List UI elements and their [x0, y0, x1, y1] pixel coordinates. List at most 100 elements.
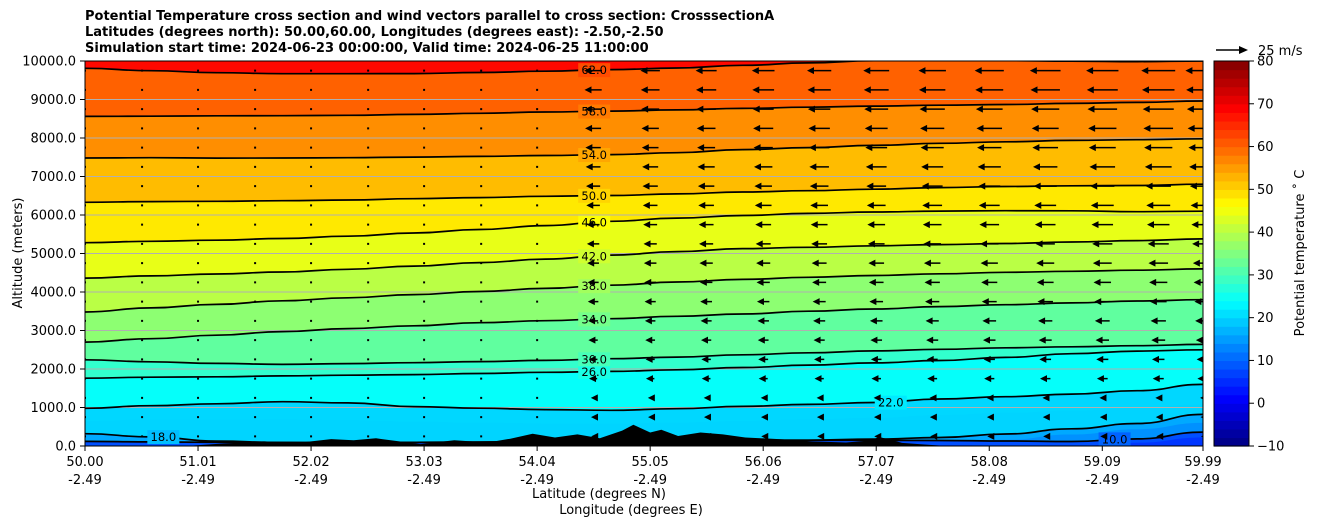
- wind-arrow-head: [1092, 240, 1100, 248]
- x-tick-longitude-1: -2.49: [181, 473, 215, 488]
- wind-arrow-head: [640, 86, 648, 94]
- wind-arrow-head: [756, 278, 764, 286]
- colorbar-segment-33: [1214, 155, 1249, 165]
- wind-arrow-head: [758, 375, 766, 383]
- wind-arrow-head: [586, 201, 594, 209]
- wind-arrow-head: [870, 336, 878, 344]
- wind-dot: [254, 300, 257, 303]
- colorbar-segment-9: [1214, 360, 1249, 370]
- wind-arrow-head: [587, 278, 595, 286]
- wind-dot: [480, 242, 483, 245]
- colorbar-segment-15: [1214, 309, 1249, 319]
- wind-arrow-head: [700, 317, 708, 325]
- wind-dot: [536, 339, 539, 342]
- colorbar-segment-1: [1214, 428, 1249, 439]
- wind-arrow-head: [584, 86, 592, 94]
- wind-dot: [536, 358, 539, 361]
- wind-arrow-head: [585, 144, 593, 152]
- wind-arrow-head: [1200, 415, 1203, 419]
- x-tick-latitude-3: 53.03: [405, 455, 442, 470]
- wind-arrow-head: [1146, 221, 1154, 229]
- wind-arrow-head: [816, 394, 824, 402]
- x-tick-longitude-9: -2.49: [1085, 473, 1119, 488]
- wind-dot: [536, 69, 539, 72]
- wind-arrow-head: [1042, 394, 1050, 402]
- contour-label-bg-54.0: [578, 148, 611, 163]
- wind-arrow-head: [809, 182, 817, 190]
- colorbar-segment-36: [1214, 129, 1249, 139]
- wind-arrow-head: [929, 394, 937, 402]
- wind-arrow-head: [808, 144, 816, 152]
- wind-arrow-head: [587, 298, 595, 306]
- wind-arrow-head: [585, 182, 593, 190]
- wind-dot: [197, 281, 200, 284]
- wind-dot: [480, 262, 483, 265]
- wind-dot: [197, 339, 200, 342]
- wind-dot: [141, 185, 144, 188]
- wind-arrow-head: [1094, 298, 1102, 306]
- wind-arrow-head: [918, 67, 926, 75]
- x-tick-longitude-2: -2.49: [294, 473, 328, 488]
- wind-dot: [367, 300, 370, 303]
- wind-dot: [367, 146, 370, 149]
- colorbar-tick-label-1: 0: [1257, 397, 1265, 412]
- wind-arrow-head: [817, 432, 825, 440]
- wind-arrow-head: [1196, 356, 1203, 363]
- wind-dot: [197, 262, 200, 265]
- colorbar-border: [1213, 60, 1250, 447]
- wind-arrow-head: [866, 182, 874, 190]
- wind-arrow-head: [814, 355, 822, 363]
- wind-dot: [254, 435, 257, 438]
- x-tick-longitude-5: -2.49: [633, 473, 667, 488]
- contour-label-42.0: 42.0: [581, 249, 607, 263]
- colorbar-segment-35: [1214, 138, 1249, 148]
- x-tick-latitude-9: 59.09: [1084, 455, 1121, 470]
- wind-dot: [141, 223, 144, 226]
- colorbar-segment-11: [1214, 343, 1249, 353]
- wind-arrow-head: [1043, 432, 1051, 440]
- wind-arrow-head: [641, 144, 649, 152]
- colorbar-segment-21: [1214, 257, 1249, 267]
- wind-dot: [141, 281, 144, 284]
- wind-dot: [480, 319, 483, 322]
- x-tick-longitude-0: -2.49: [68, 473, 102, 488]
- wind-dot: [367, 339, 370, 342]
- wind-arrow-head: [1141, 67, 1149, 75]
- wind-dot: [141, 319, 144, 322]
- wind-dot: [141, 146, 144, 149]
- wind-dot: [423, 281, 426, 284]
- wind-arrow-head: [921, 182, 929, 190]
- colorbar-segment-13: [1214, 326, 1249, 336]
- wind-arrow-head: [642, 182, 650, 190]
- wind-dot: [480, 377, 483, 380]
- x-tick-latitude-10: 59.99: [1184, 455, 1221, 470]
- wind-arrow-head: [1191, 221, 1199, 229]
- contour-42.0: [85, 238, 1203, 279]
- wind-dot: [254, 69, 257, 72]
- wind-arrow-head: [645, 355, 653, 363]
- wind-dot: [367, 319, 370, 322]
- wind-dot: [310, 146, 313, 149]
- wind-arrow-head: [701, 375, 709, 383]
- wind-arrow-head: [987, 432, 995, 440]
- wind-dot: [310, 435, 313, 438]
- wind-dot: [141, 88, 144, 91]
- wind-dot: [423, 223, 426, 226]
- wind-arrow-head: [644, 298, 652, 306]
- wind-dot: [480, 88, 483, 91]
- wind-arrow-head: [645, 336, 653, 344]
- wind-arrow-head: [757, 336, 765, 344]
- wind-dot: [141, 165, 144, 168]
- x-tick-latitude-4: 54.04: [519, 455, 556, 470]
- wind-arrow-head: [761, 432, 769, 440]
- chart-title-line-2: Latitudes (degrees north): 50.00,60.00, …: [85, 25, 664, 40]
- wind-dot: [310, 377, 313, 380]
- colorbar-segment-6: [1214, 386, 1249, 396]
- wind-arrow-head: [922, 201, 930, 209]
- y-tick-label-3: 3000.0: [31, 324, 77, 339]
- wind-dot: [310, 358, 313, 361]
- wind-dot: [536, 108, 539, 111]
- wind-arrow-head: [1031, 124, 1039, 132]
- wind-arrow-head: [644, 317, 652, 325]
- wind-arrow-head: [1186, 86, 1194, 94]
